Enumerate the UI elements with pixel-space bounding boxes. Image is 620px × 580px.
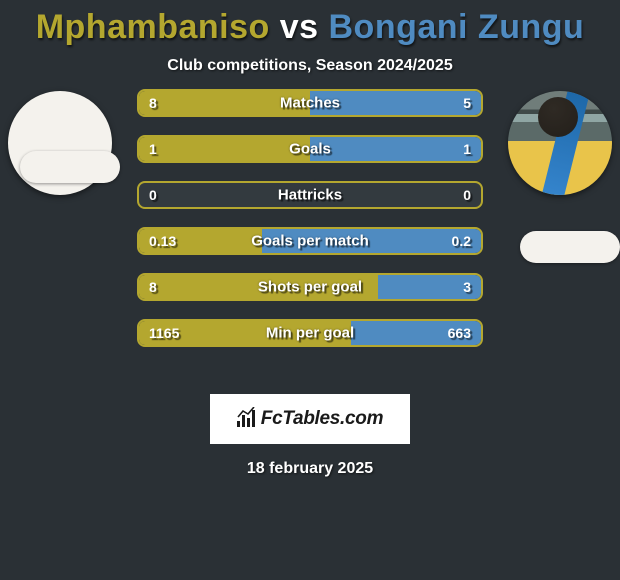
stat-value-left: 0	[149, 187, 157, 203]
footer-date: 18 february 2025	[0, 460, 620, 478]
player-right-avatar	[508, 91, 612, 195]
stat-bar: 83Shots per goal	[137, 273, 483, 301]
stat-fill-right	[378, 275, 481, 299]
stat-value-right: 0	[463, 187, 471, 203]
stat-fill-right	[262, 229, 481, 253]
stat-bar: 85Matches	[137, 89, 483, 117]
site-logo-text: FcTables.com	[261, 408, 383, 429]
stat-fill-left	[139, 91, 310, 115]
stat-bar: 1165663Min per goal	[137, 319, 483, 347]
stat-fill-left	[139, 275, 378, 299]
stat-label: Hattricks	[139, 187, 481, 204]
player-right-head	[538, 97, 578, 137]
stat-bar: 11Goals	[137, 135, 483, 163]
page-title: Mphambaniso vs Bongani Zungu	[0, 0, 620, 47]
stat-fill-right	[310, 137, 481, 161]
chart-icon	[237, 397, 259, 447]
stat-fill-left	[139, 321, 351, 345]
title-vs: vs	[270, 8, 329, 46]
stat-bars: 85Matches 11Goals 0 0Hattricks 0.130.2Goals …	[137, 89, 483, 365]
stat-fill-left	[139, 229, 262, 253]
player-right-crest	[520, 231, 620, 263]
title-player-left: Mphambaniso	[36, 8, 270, 46]
stat-fill-right	[351, 321, 481, 345]
stat-bar: 0.130.2Goals per match	[137, 227, 483, 255]
title-player-right: Bongani Zungu	[329, 8, 585, 46]
subtitle: Club competitions, Season 2024/2025	[0, 57, 620, 75]
stat-fill-left	[139, 137, 310, 161]
stat-bar: 0 0Hattricks	[137, 181, 483, 209]
player-left-crest	[20, 151, 120, 183]
stat-fill-right	[310, 91, 481, 115]
footer: FcTables.com 18 february 2025	[0, 394, 620, 478]
site-logo: FcTables.com	[210, 394, 410, 444]
